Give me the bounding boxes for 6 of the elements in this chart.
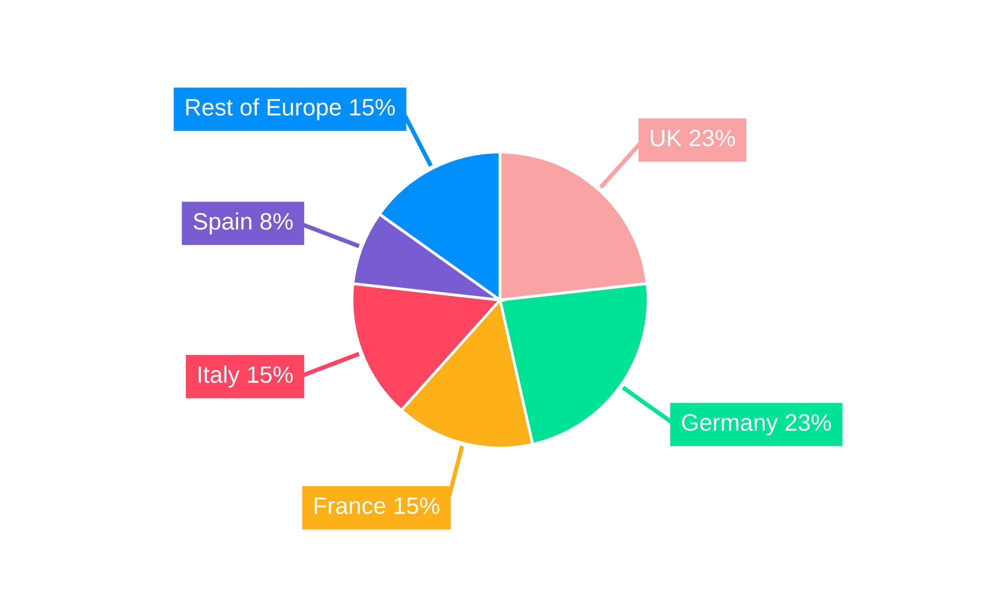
slice-label: Rest of Europe 15% xyxy=(186,98,395,120)
slice-label: France 15% xyxy=(314,497,440,514)
slice-label: Spain 8% xyxy=(194,212,293,234)
slice-label: Germany 23% xyxy=(682,414,831,436)
slice-label: Italy 15% xyxy=(198,366,293,388)
slice-label: UK 23% xyxy=(650,130,735,146)
